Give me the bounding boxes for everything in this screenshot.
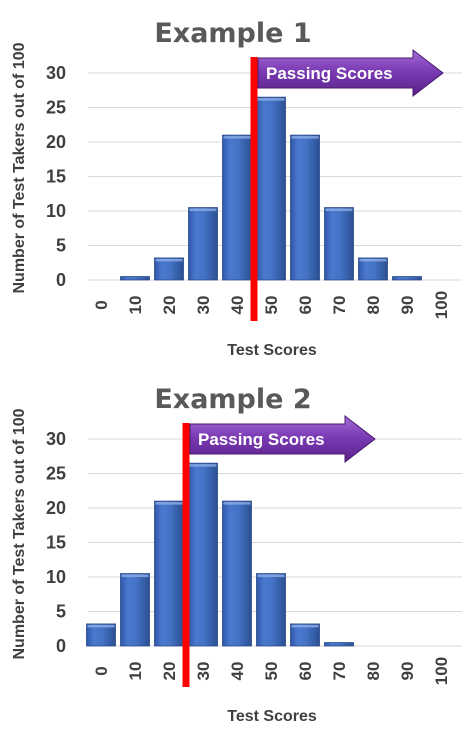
x-tick-label: 60 <box>296 662 315 681</box>
x-tick-label: 70 <box>330 662 349 681</box>
bar <box>86 623 116 647</box>
cutoff-line <box>182 423 190 687</box>
x-tick-label: 90 <box>398 296 417 315</box>
y-tick-label: 0 <box>56 270 66 290</box>
bar <box>222 500 252 647</box>
bar <box>222 134 252 281</box>
y-tick-label: 0 <box>56 636 66 656</box>
y-tick-label: 25 <box>46 464 66 484</box>
cutoff-line <box>250 57 258 321</box>
bar-highlight <box>155 258 183 262</box>
bar-highlight <box>189 464 217 467</box>
bar <box>256 96 286 281</box>
bar <box>120 276 150 281</box>
y-tick-label: 20 <box>46 498 66 518</box>
passing-arrow <box>257 48 444 98</box>
y-tick-label: 20 <box>46 132 66 152</box>
x-tick-label: 40 <box>228 296 247 315</box>
y-tick-label: 10 <box>46 201 66 221</box>
chart-title: Example 1 <box>154 18 311 49</box>
chart-1: Example 1 Number of Test Takers out of 10… <box>11 18 462 359</box>
x-tick-label: 0 <box>92 300 111 309</box>
bar <box>256 573 286 647</box>
bar <box>120 573 150 647</box>
bar <box>358 257 388 281</box>
x-tick-label: 20 <box>160 296 179 315</box>
bar-highlight <box>87 624 115 628</box>
bar-highlight <box>325 208 353 212</box>
x-tick-label: 70 <box>330 296 349 315</box>
y-tick-label: 15 <box>46 167 66 187</box>
bar-highlight <box>189 208 217 212</box>
x-tick-label: 40 <box>228 662 247 681</box>
y-axis-label: Number of Test Takers out of 100 <box>11 42 28 293</box>
y-axis-label: Number of Test Takers out of 100 <box>11 408 28 659</box>
y-tick-label: 25 <box>46 98 66 118</box>
chart-2: Example 2 Number of Test Takers out of 10… <box>11 384 462 725</box>
x-tick-label: 10 <box>126 296 145 315</box>
bar <box>324 642 354 647</box>
bar <box>290 623 320 647</box>
bar-highlight <box>121 574 149 578</box>
x-tick-label: 60 <box>296 296 315 315</box>
bar-highlight <box>359 258 387 262</box>
bar <box>188 207 218 281</box>
bar-highlight <box>155 502 183 505</box>
y-tick-label: 30 <box>46 429 66 449</box>
bar <box>392 276 422 281</box>
bar-highlight <box>223 136 251 139</box>
x-axis-label: Test Scores <box>227 342 317 359</box>
bar <box>154 257 184 281</box>
x-tick-label: 50 <box>262 296 281 315</box>
x-axis-label: Test Scores <box>227 708 317 725</box>
x-tick-label: 90 <box>398 662 417 681</box>
bar <box>290 134 320 281</box>
passing-arrow <box>189 414 376 464</box>
y-tick-label: 30 <box>46 63 66 83</box>
chart-title: Example 2 <box>154 384 311 415</box>
y-tick-label: 5 <box>56 236 66 256</box>
x-tick-label: 30 <box>194 662 213 681</box>
x-tick-label: 50 <box>262 662 281 681</box>
x-tick-label: 80 <box>364 662 383 681</box>
arrow-label: Passing Scores <box>198 430 325 449</box>
bar-highlight <box>291 624 319 628</box>
bar-highlight <box>257 98 285 101</box>
bar-highlight <box>223 502 251 505</box>
arrow-label: Passing Scores <box>266 64 393 83</box>
x-tick-label: 0 <box>92 666 111 675</box>
bar-highlight <box>291 136 319 139</box>
y-tick-label: 5 <box>56 602 66 622</box>
x-tick-label: 100 <box>432 657 451 685</box>
bar <box>324 207 354 281</box>
y-tick-label: 15 <box>46 533 66 553</box>
x-tick-label: 20 <box>160 662 179 681</box>
x-tick-label: 80 <box>364 296 383 315</box>
bar <box>188 462 218 647</box>
bar-highlight <box>257 574 285 578</box>
x-tick-label: 30 <box>194 296 213 315</box>
x-tick-label: 100 <box>432 291 451 319</box>
y-tick-label: 10 <box>46 567 66 587</box>
bar <box>154 500 184 647</box>
x-tick-label: 10 <box>126 662 145 681</box>
